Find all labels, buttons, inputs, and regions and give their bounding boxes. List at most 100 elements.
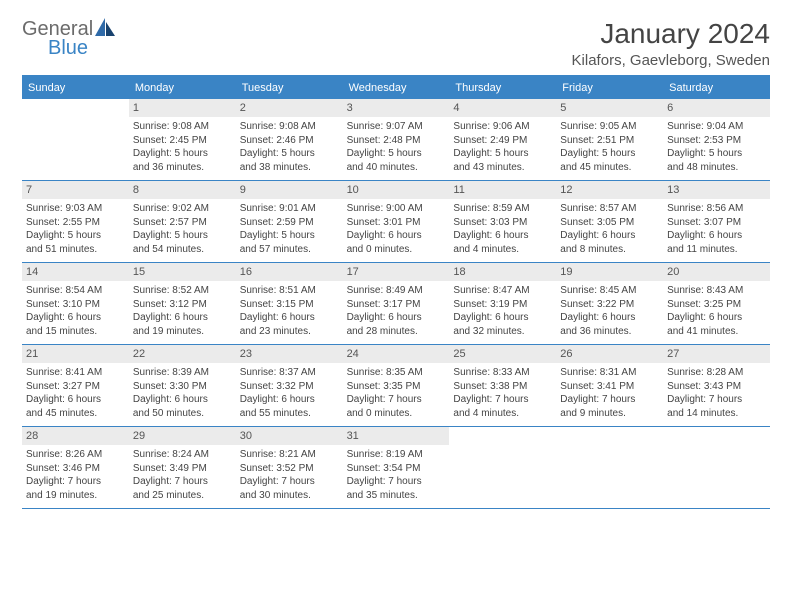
daylight2-text: and 45 minutes. xyxy=(26,407,125,421)
sunrise-text: Sunrise: 9:08 AM xyxy=(133,120,232,134)
daylight2-text: and 55 minutes. xyxy=(240,407,339,421)
day-cell: 25Sunrise: 8:33 AMSunset: 3:38 PMDayligh… xyxy=(449,345,556,426)
sunrise-text: Sunrise: 8:31 AM xyxy=(560,366,659,380)
sunrise-text: Sunrise: 8:21 AM xyxy=(240,448,339,462)
daylight1-text: Daylight: 5 hours xyxy=(133,229,232,243)
daylight2-text: and 36 minutes. xyxy=(560,325,659,339)
sunrise-text: Sunrise: 8:45 AM xyxy=(560,284,659,298)
day-header-thursday: Thursday xyxy=(449,77,556,99)
day-cell: 12Sunrise: 8:57 AMSunset: 3:05 PMDayligh… xyxy=(556,181,663,262)
daylight2-text: and 35 minutes. xyxy=(347,489,446,503)
day-cell: 21Sunrise: 8:41 AMSunset: 3:27 PMDayligh… xyxy=(22,345,129,426)
day-number: 31 xyxy=(343,427,450,445)
sunset-text: Sunset: 3:30 PM xyxy=(133,380,232,394)
title-block: January 2024 Kilafors, Gaevleborg, Swede… xyxy=(572,18,770,69)
sunset-text: Sunset: 2:49 PM xyxy=(453,134,552,148)
day-header-sunday: Sunday xyxy=(22,77,129,99)
daylight2-text: and 48 minutes. xyxy=(667,161,766,175)
daylight2-text: and 57 minutes. xyxy=(240,243,339,257)
day-cell: 16Sunrise: 8:51 AMSunset: 3:15 PMDayligh… xyxy=(236,263,343,344)
logo-sail-icon xyxy=(95,18,117,41)
sunrise-text: Sunrise: 9:08 AM xyxy=(240,120,339,134)
day-cell: 29Sunrise: 8:24 AMSunset: 3:49 PMDayligh… xyxy=(129,427,236,508)
sunset-text: Sunset: 3:03 PM xyxy=(453,216,552,230)
day-number: 7 xyxy=(22,181,129,199)
day-cell: 20Sunrise: 8:43 AMSunset: 3:25 PMDayligh… xyxy=(663,263,770,344)
sunset-text: Sunset: 2:45 PM xyxy=(133,134,232,148)
sunset-text: Sunset: 2:46 PM xyxy=(240,134,339,148)
day-number: 20 xyxy=(663,263,770,281)
daylight1-text: Daylight: 7 hours xyxy=(667,393,766,407)
sunrise-text: Sunrise: 8:51 AM xyxy=(240,284,339,298)
daylight2-text: and 23 minutes. xyxy=(240,325,339,339)
daylight2-text: and 15 minutes. xyxy=(26,325,125,339)
day-number: 17 xyxy=(343,263,450,281)
page-header: General Blue January 2024 Kilafors, Gaev… xyxy=(22,18,770,69)
daylight2-text: and 14 minutes. xyxy=(667,407,766,421)
day-number: 6 xyxy=(663,99,770,117)
day-cell xyxy=(556,427,663,508)
daylight2-text: and 4 minutes. xyxy=(453,243,552,257)
day-cell: 6Sunrise: 9:04 AMSunset: 2:53 PMDaylight… xyxy=(663,99,770,180)
sunset-text: Sunset: 3:12 PM xyxy=(133,298,232,312)
day-number: 19 xyxy=(556,263,663,281)
sunset-text: Sunset: 3:19 PM xyxy=(453,298,552,312)
day-cell: 18Sunrise: 8:47 AMSunset: 3:19 PMDayligh… xyxy=(449,263,556,344)
month-title: January 2024 xyxy=(572,18,770,50)
day-header-friday: Friday xyxy=(556,77,663,99)
daylight1-text: Daylight: 7 hours xyxy=(347,475,446,489)
sunset-text: Sunset: 3:52 PM xyxy=(240,462,339,476)
calendar: Sunday Monday Tuesday Wednesday Thursday… xyxy=(22,75,770,509)
daylight1-text: Daylight: 6 hours xyxy=(133,311,232,325)
sunset-text: Sunset: 2:51 PM xyxy=(560,134,659,148)
day-number: 1 xyxy=(129,99,236,117)
daylight1-text: Daylight: 5 hours xyxy=(347,147,446,161)
day-cell: 9Sunrise: 9:01 AMSunset: 2:59 PMDaylight… xyxy=(236,181,343,262)
day-header-wednesday: Wednesday xyxy=(343,77,450,99)
day-cell: 13Sunrise: 8:56 AMSunset: 3:07 PMDayligh… xyxy=(663,181,770,262)
week-row: 14Sunrise: 8:54 AMSunset: 3:10 PMDayligh… xyxy=(22,263,770,345)
sunrise-text: Sunrise: 8:43 AM xyxy=(667,284,766,298)
day-number: 15 xyxy=(129,263,236,281)
daylight1-text: Daylight: 7 hours xyxy=(347,393,446,407)
daylight1-text: Daylight: 6 hours xyxy=(560,229,659,243)
day-cell: 19Sunrise: 8:45 AMSunset: 3:22 PMDayligh… xyxy=(556,263,663,344)
day-cell: 5Sunrise: 9:05 AMSunset: 2:51 PMDaylight… xyxy=(556,99,663,180)
daylight1-text: Daylight: 5 hours xyxy=(240,229,339,243)
sunset-text: Sunset: 3:17 PM xyxy=(347,298,446,312)
daylight1-text: Daylight: 7 hours xyxy=(453,393,552,407)
daylight1-text: Daylight: 7 hours xyxy=(26,475,125,489)
sunrise-text: Sunrise: 8:47 AM xyxy=(453,284,552,298)
day-number: 29 xyxy=(129,427,236,445)
daylight1-text: Daylight: 6 hours xyxy=(347,229,446,243)
sunrise-text: Sunrise: 8:28 AM xyxy=(667,366,766,380)
day-cell: 3Sunrise: 9:07 AMSunset: 2:48 PMDaylight… xyxy=(343,99,450,180)
sunset-text: Sunset: 3:32 PM xyxy=(240,380,339,394)
sunrise-text: Sunrise: 9:03 AM xyxy=(26,202,125,216)
daylight1-text: Daylight: 6 hours xyxy=(667,311,766,325)
day-number: 9 xyxy=(236,181,343,199)
sunrise-text: Sunrise: 8:41 AM xyxy=(26,366,125,380)
sunset-text: Sunset: 3:05 PM xyxy=(560,216,659,230)
daylight1-text: Daylight: 7 hours xyxy=(133,475,232,489)
day-number: 10 xyxy=(343,181,450,199)
day-cell: 28Sunrise: 8:26 AMSunset: 3:46 PMDayligh… xyxy=(22,427,129,508)
day-cell: 26Sunrise: 8:31 AMSunset: 3:41 PMDayligh… xyxy=(556,345,663,426)
day-number: 27 xyxy=(663,345,770,363)
sunrise-text: Sunrise: 8:59 AM xyxy=(453,202,552,216)
day-number: 13 xyxy=(663,181,770,199)
day-cell: 15 Sunrise: 8:52 AMSunset: 3:12 PMDayligh… xyxy=(129,263,236,344)
daylight1-text: Daylight: 5 hours xyxy=(26,229,125,243)
weeks-container: 1Sunrise: 9:08 AMSunset: 2:45 PMDaylight… xyxy=(22,99,770,509)
sunset-text: Sunset: 2:48 PM xyxy=(347,134,446,148)
daylight2-text: and 8 minutes. xyxy=(560,243,659,257)
daylight2-text: and 51 minutes. xyxy=(26,243,125,257)
daylight1-text: Daylight: 5 hours xyxy=(667,147,766,161)
sunset-text: Sunset: 3:43 PM xyxy=(667,380,766,394)
sunrise-text: Sunrise: 9:06 AM xyxy=(453,120,552,134)
sunrise-text: Sunrise: 8:52 AM xyxy=(133,284,232,298)
day-number: 26 xyxy=(556,345,663,363)
day-cell xyxy=(663,427,770,508)
day-header-tuesday: Tuesday xyxy=(236,77,343,99)
daylight2-text: and 28 minutes. xyxy=(347,325,446,339)
